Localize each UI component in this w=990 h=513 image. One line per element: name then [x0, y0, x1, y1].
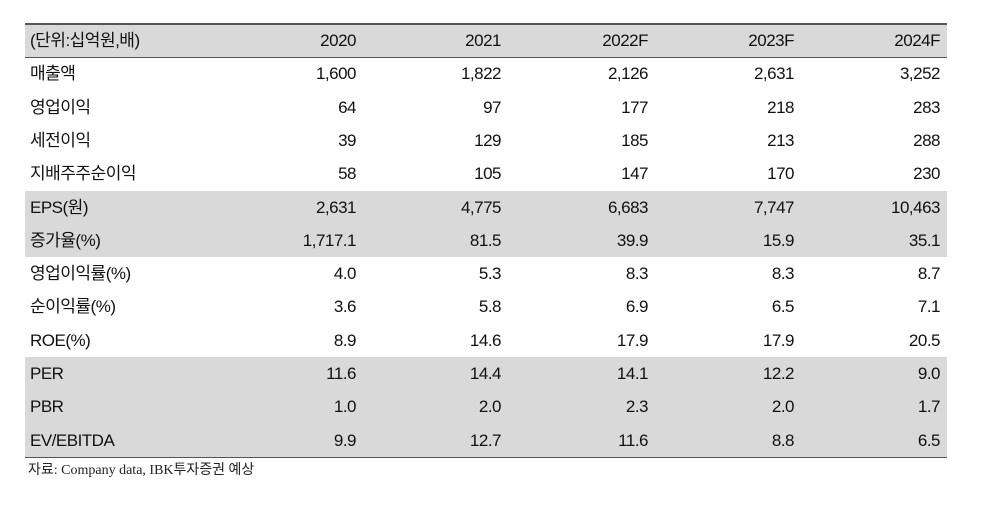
cell-value: 4.0: [333, 264, 357, 284]
unit-label: (단위:십억원,배): [30, 31, 140, 50]
cell-value: 8.7: [917, 264, 941, 284]
cell-value: 8.3: [771, 264, 795, 284]
shade-band: [25, 190, 947, 258]
cell-value: 8.8: [771, 430, 795, 450]
cell-value: 11.6: [618, 430, 648, 450]
cell-value: 170: [767, 164, 794, 184]
cell-value: 17.9: [762, 330, 795, 350]
cell-value: 1,717.1: [302, 230, 357, 250]
cell-value: 3.6: [333, 297, 357, 317]
row-label: 매출액: [30, 64, 76, 84]
cell-value: 6.9: [625, 297, 649, 317]
cell-value: 9.0: [917, 364, 941, 383]
source-note: 자료: Company data, IBK투자증권 예상: [28, 463, 255, 478]
cell-value: 1,600: [315, 64, 357, 84]
cell-value: 283: [913, 97, 940, 117]
cell-value: 2,631: [315, 197, 357, 217]
cell-value: 14.4: [469, 364, 502, 383]
column-header: 2023F: [748, 31, 794, 50]
row-label: 영업이익률(%): [30, 264, 131, 284]
cell-value: 3,252: [899, 64, 941, 84]
column-header: 2021: [465, 31, 501, 50]
cell-value: 2.0: [478, 397, 502, 417]
row-label: EV/EBITDA: [30, 430, 115, 450]
cell-value: 6,683: [607, 197, 649, 217]
column-header: 2020: [320, 31, 356, 50]
cell-value: 5.3: [478, 264, 502, 284]
cell-value: 64: [338, 97, 356, 117]
row-label: ROE(%): [30, 330, 91, 350]
cell-value: 7,747: [753, 197, 795, 217]
cell-value: 2.3: [625, 397, 649, 417]
cell-value: 1,822: [460, 64, 502, 84]
cell-value: 218: [767, 97, 794, 117]
shade-band: [25, 357, 947, 457]
row-label: PBR: [30, 397, 64, 417]
cell-value: 39.9: [616, 230, 649, 250]
cell-value: 288: [913, 130, 940, 150]
row-label: PER: [30, 364, 64, 383]
cell-value: 6.5: [917, 430, 941, 450]
cell-value: 14.1: [616, 364, 649, 383]
row-label: 영업이익: [30, 97, 91, 117]
cell-value: 1.0: [333, 397, 357, 417]
cell-value: 12.2: [762, 364, 795, 383]
header-band: [25, 24, 947, 58]
cell-value: 105: [474, 164, 501, 184]
cell-value: 177: [621, 97, 648, 117]
cell-value: 2,631: [753, 64, 795, 84]
row-label: 세전이익: [30, 130, 91, 150]
cell-value: 6.5: [771, 297, 795, 317]
cell-value: 2,126: [607, 64, 649, 84]
cell-value: 129: [474, 130, 501, 150]
bottom-rule: [25, 456, 947, 459]
cell-value: 39: [338, 130, 356, 150]
cell-value: 230: [913, 164, 940, 184]
cell-value: 12.7: [469, 430, 502, 450]
column-header: 2024F: [894, 31, 940, 50]
row-label: 순이익률(%): [30, 297, 116, 317]
column-header: 2022F: [602, 31, 648, 50]
cell-value: 81.5: [469, 230, 502, 250]
row-label: 지배주주순이익: [30, 164, 136, 184]
cell-value: 8.9: [333, 330, 357, 350]
cell-value: 97: [483, 97, 501, 117]
cell-value: 7.1: [917, 297, 941, 317]
cell-value: 8.3: [625, 264, 649, 284]
cell-value: 4,775: [460, 197, 502, 217]
cell-value: 20.5: [908, 330, 941, 350]
cell-value: 17.9: [616, 330, 649, 350]
top-rule: [25, 23, 947, 25]
cell-value: 10,463: [891, 197, 941, 217]
cell-value: 5.8: [478, 297, 502, 317]
cell-value: 185: [621, 130, 648, 150]
row-label: EPS(원): [30, 197, 88, 217]
cell-value: 58: [338, 164, 356, 184]
cell-value: 14.6: [469, 330, 502, 350]
cell-value: 213: [767, 130, 794, 150]
cell-value: 11.6: [326, 364, 356, 383]
cell-value: 147: [621, 164, 648, 184]
row-label: 증가율(%): [30, 230, 101, 250]
cell-value: 2.0: [771, 397, 795, 417]
cell-value: 15.9: [762, 230, 795, 250]
cell-value: 9.9: [333, 430, 357, 450]
cell-value: 35.1: [908, 230, 941, 250]
cell-value: 1.7: [917, 397, 941, 417]
header-rule: [25, 57, 947, 59]
